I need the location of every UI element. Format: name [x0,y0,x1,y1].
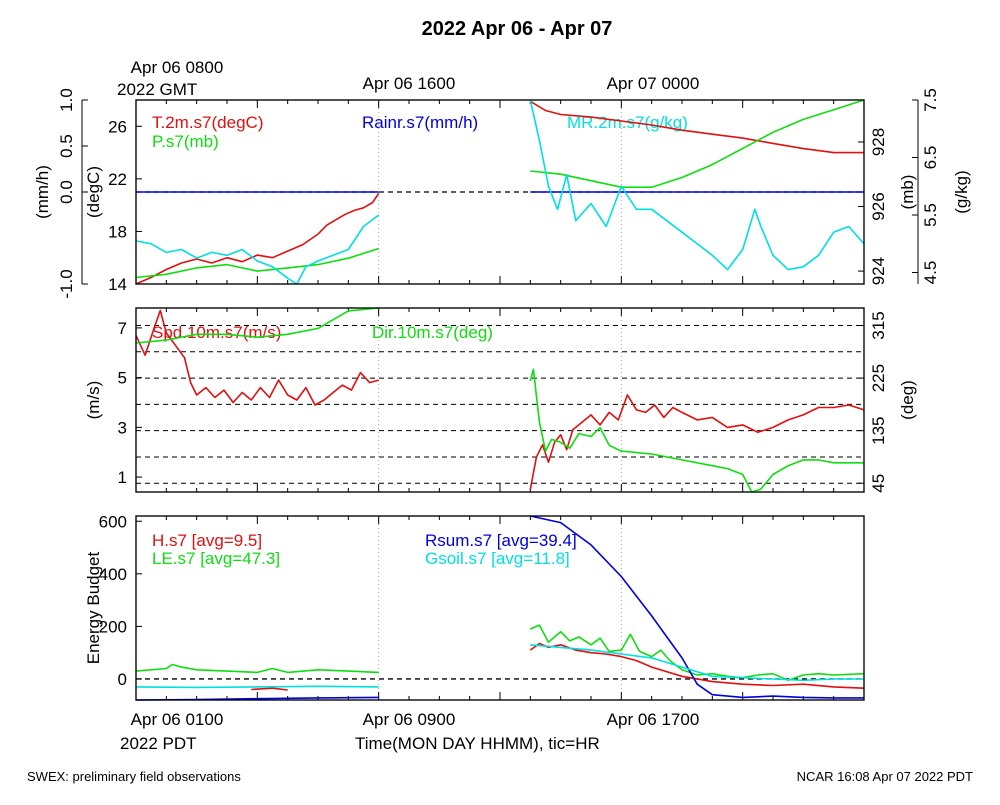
bot-legend-rsum: Rsum.s7 [avg=39.4] [425,531,577,550]
pdt-label-1: Apr 06 0900 [363,710,456,729]
energy-axis-tick-label: 600 [99,512,127,531]
footer-left: SWEX: preliminary field observations [27,769,241,784]
top-legend-temp: T.2m.s7(degC) [152,113,263,132]
top-series-1-segment-0 [135,247,379,279]
pdt-label-2: Apr 06 1700 [607,710,700,729]
pres-axis-tick-label: 926 [869,192,888,220]
mr-axis-tick-label: 5.5 [921,203,940,227]
dir-axis-tick-label: 225 [869,364,888,392]
mid-series-0-segment-1 [529,394,865,490]
rain-axis-tick-label: 0.0 [57,180,76,204]
top-series-3-segment-0 [135,214,380,285]
axis-label-m-s: (m/s) [84,381,103,420]
top-series-0-segment-1 [529,100,864,154]
pres-axis-tick-label: 928 [869,128,888,156]
temp-axis-tick-label: 18 [108,222,127,241]
gmt-label-1: Apr 06 1600 [363,74,456,93]
energy-axis-tick-label: 0 [118,670,127,689]
rain-axis-tick-label: 1.0 [57,88,76,112]
chart-title: 2022 Apr 06 - Apr 07 [422,18,613,40]
bot-series-1-segment-0 [135,663,379,674]
axis-label-g-kg: (g/kg) [952,170,971,213]
mr-axis-tick-label: 4.5 [921,261,940,285]
mr-axis-tick-label: 7.5 [921,88,940,112]
top-series-3-segment-1 [529,99,865,271]
mid-series-0-segment-0 [135,309,379,406]
top-legend-pres: P.s7(mb) [152,132,219,151]
axis-label-degc: (degC) [84,166,103,218]
panel-frame-overlay-0 [135,99,865,285]
temp-axis-tick-label: 14 [108,275,127,294]
spd-axis-tick-label: 7 [118,319,127,338]
axis-label-deg: (deg) [898,380,917,420]
bot-legend-gsoil: Gsoil.s7 [avg=11.8] [425,549,570,568]
gmt-label-2: Apr 07 0000 [607,74,700,93]
temp-axis-tick-label: 26 [108,117,127,136]
axis-label-energy-budget: Energy Budget [84,551,103,664]
rain-axis-tick-label: 0.5 [57,134,76,158]
bot-series-3-segment-1 [530,644,864,682]
panel-frame-overlay-1 [135,307,865,493]
energy-axis-tick-label: 400 [99,565,127,584]
pres-axis-tick-label: 924 [869,257,888,285]
x-axis-label: Time(MON DAY HHMM), tic=HR [355,734,600,753]
axis-label-mm-h: (mm/h) [33,165,52,219]
pdt-label-0: Apr 06 0100 [131,710,224,729]
pdt-year-label: 2022 PDT [120,734,197,753]
mid-series-1-segment-0 [135,307,379,344]
energy-axis-tick-label: 200 [99,617,127,636]
top-series-1-segment-1 [530,99,865,188]
spd-axis-tick-label: 3 [118,418,127,437]
spd-axis-tick-label: 5 [118,369,127,388]
top-series-0-segment-0 [135,192,380,285]
bot-series-2-segment-1 [530,515,864,699]
mid-series-1-segment-1 [529,368,864,493]
gmt-year-label: 2022 GMT [117,80,197,99]
top-legend-rain: Rainr.s7(mm/h) [362,113,478,132]
bot-series-0-segment-0 [251,687,288,691]
panel-frame-overlay-2 [135,515,865,701]
bot-series-0-segment-1 [529,642,865,689]
bot-legend-h: H.s7 [avg=9.5] [152,531,262,550]
gmt-label-0: Apr 06 0800 [131,58,224,77]
bot-legend-le: LE.s7 [avg=47.3] [152,549,280,568]
rain-axis-tick-label: -1.0 [57,269,76,298]
temp-axis-tick-label: 22 [108,170,127,189]
dir-axis-tick-label: 315 [869,311,888,339]
spd-axis-tick-label: 1 [118,468,127,487]
footer-right: NCAR 16:08 Apr 07 2022 PDT [797,769,973,784]
bot-series-3-segment-0 [135,685,379,689]
mr-axis-tick-label: 6.5 [921,146,940,170]
axis-label-mb: (mb) [898,175,917,210]
chart-marks: -1.0 0.0 0.5 1.0 14 18 22 26 924 926 928 4.5 5.5 6.5 7… [57,88,940,701]
bot-series-1-segment-1 [529,624,865,682]
dir-axis-tick-label: 45 [869,474,888,493]
dir-axis-tick-label: 135 [869,416,888,444]
mid-legend-dir: Dir.10m.s7(deg) [372,323,493,342]
